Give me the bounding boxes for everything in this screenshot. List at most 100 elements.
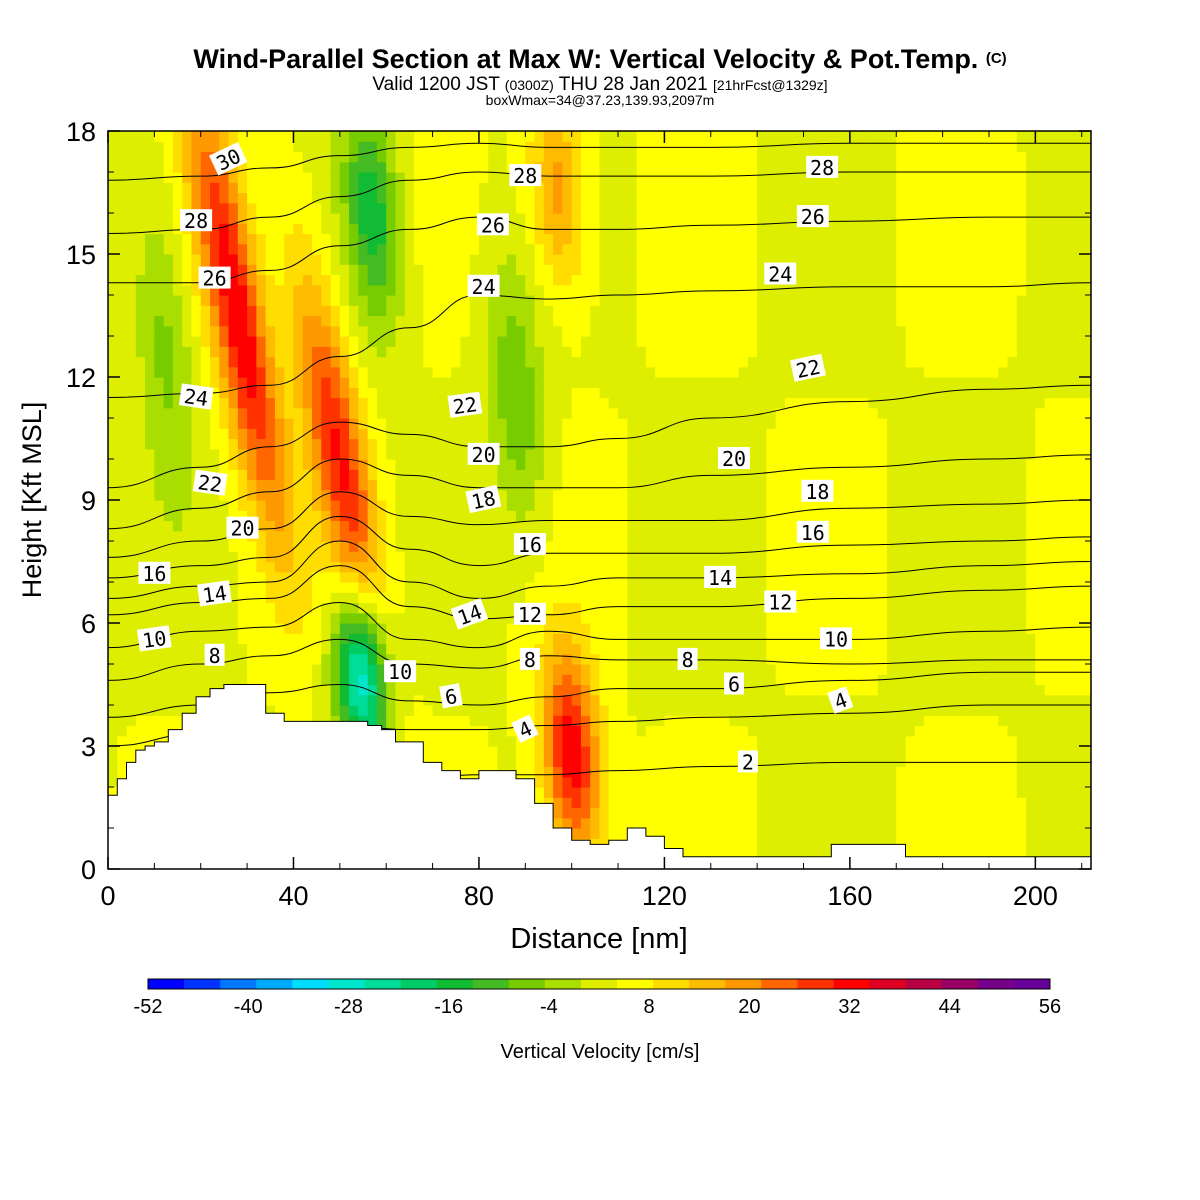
velocity-cell <box>358 653 369 665</box>
velocity-cell <box>441 407 452 419</box>
velocity-cell <box>312 325 322 337</box>
velocity-cell <box>404 131 415 142</box>
velocity-cell <box>182 541 193 552</box>
velocity-cell <box>747 592 758 604</box>
velocity-cell <box>543 643 554 655</box>
velocity-cell <box>506 653 517 665</box>
velocity-cell <box>478 428 489 440</box>
velocity-cell <box>321 602 332 614</box>
velocity-cell <box>330 284 341 296</box>
velocity-cell <box>312 397 322 409</box>
velocity-cell <box>618 161 628 173</box>
velocity-cell <box>636 787 647 798</box>
velocity-cell <box>339 674 350 686</box>
velocity-cell <box>423 479 434 491</box>
velocity-cell <box>701 705 712 716</box>
velocity-cell <box>274 141 285 153</box>
velocity-cell <box>673 776 684 788</box>
velocity-cell <box>404 264 415 276</box>
velocity-cell <box>200 448 211 460</box>
velocity-cell <box>645 274 656 286</box>
velocity-cell <box>284 305 295 317</box>
velocity-cell <box>627 254 638 265</box>
velocity-cell <box>497 715 508 727</box>
velocity-cell <box>543 346 554 358</box>
velocity-cell <box>302 592 313 604</box>
velocity-cell <box>145 602 155 614</box>
velocity-cell <box>534 141 545 153</box>
velocity-cell <box>543 336 554 347</box>
velocity-cell <box>423 643 434 655</box>
velocity-cell <box>284 418 295 429</box>
velocity-cell <box>265 192 276 204</box>
velocity-cell <box>404 397 415 409</box>
velocity-cell <box>321 510 332 522</box>
velocity-cell <box>692 161 703 173</box>
velocity-cell <box>386 407 397 419</box>
velocity-cell <box>432 756 443 768</box>
velocity-cell <box>590 131 601 142</box>
velocity-cell <box>321 151 332 163</box>
velocity-cell <box>423 530 434 542</box>
velocity-cell <box>330 397 341 409</box>
velocity-cell <box>627 612 638 624</box>
velocity-cell <box>673 602 684 614</box>
velocity-cell <box>543 397 554 409</box>
velocity-cell <box>330 674 341 686</box>
velocity-cell <box>664 459 675 470</box>
velocity-cell <box>172 233 183 245</box>
velocity-cell <box>710 233 721 245</box>
velocity-cell <box>441 274 452 286</box>
velocity-cell <box>673 459 684 470</box>
velocity-cell <box>710 459 721 470</box>
velocity-cell <box>710 131 721 142</box>
velocity-cell <box>108 664 118 675</box>
velocity-cell <box>506 346 517 358</box>
velocity-cell <box>404 684 415 696</box>
velocity-cell <box>349 192 359 204</box>
velocity-cell <box>580 623 591 634</box>
velocity-cell <box>469 325 480 337</box>
velocity-cell <box>478 336 489 347</box>
velocity-cell <box>710 653 721 665</box>
velocity-cell <box>497 192 508 204</box>
velocity-cell <box>395 612 406 624</box>
velocity-cell <box>321 438 332 450</box>
velocity-cell <box>701 715 712 727</box>
velocity-cell <box>645 377 656 388</box>
velocity-cell <box>210 325 220 337</box>
velocity-cell <box>571 571 582 583</box>
velocity-cell <box>321 479 332 491</box>
velocity-cell <box>599 161 610 173</box>
velocity-cell <box>339 397 350 409</box>
velocity-cell <box>664 561 675 573</box>
velocity-cell <box>321 356 332 368</box>
velocity-cell <box>302 612 313 624</box>
velocity-cell <box>228 131 239 142</box>
velocity-cell <box>451 623 461 634</box>
velocity-cell <box>738 346 749 358</box>
velocity-cell <box>284 397 295 409</box>
velocity-cell <box>172 274 183 286</box>
velocity-cell <box>729 161 740 173</box>
velocity-cell <box>506 705 517 716</box>
velocity-cell <box>571 202 582 214</box>
velocity-cell <box>432 346 443 358</box>
velocity-cell <box>163 705 174 716</box>
velocity-cell <box>710 551 721 563</box>
velocity-cell <box>210 418 220 429</box>
velocity-cell <box>497 541 508 552</box>
velocity-cell <box>729 274 740 286</box>
velocity-cell <box>451 295 461 306</box>
velocity-cell <box>673 274 684 286</box>
velocity-cell <box>618 500 628 511</box>
velocity-cell <box>534 592 545 604</box>
velocity-cell <box>126 418 137 429</box>
velocity-cell <box>349 694 359 706</box>
velocity-cell <box>312 684 322 696</box>
velocity-cell <box>710 377 721 388</box>
velocity-cell <box>145 705 155 716</box>
velocity-cell <box>571 797 582 809</box>
velocity-cell <box>553 284 563 296</box>
velocity-cell <box>376 264 387 276</box>
